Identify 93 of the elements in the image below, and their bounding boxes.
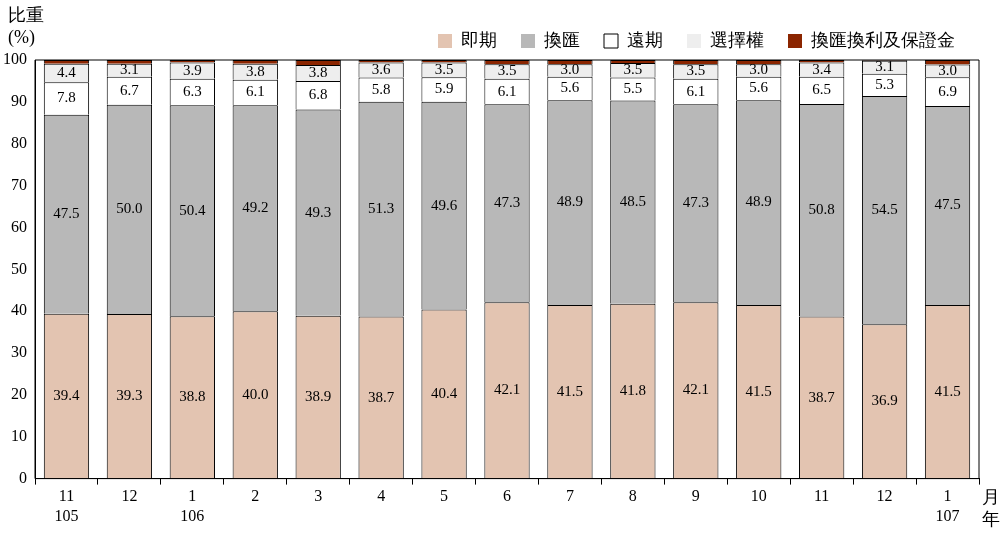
x-tick-label: 10: [750, 487, 767, 505]
x-tick-label: 3: [314, 487, 323, 505]
data-label: 47.3: [682, 194, 709, 211]
x-tick-label: 2: [251, 487, 260, 505]
data-label: 50.0: [116, 200, 143, 217]
y-tick-label: 60: [11, 217, 27, 235]
y-tick-label: 100: [3, 50, 27, 68]
data-label: 3.1: [875, 58, 894, 75]
data-label: 39.4: [53, 387, 81, 404]
legend-label: 遠期: [627, 29, 663, 50]
data-label: 3.0: [749, 61, 769, 78]
legend-label: 換匯換利及保證金: [811, 29, 955, 50]
data-label: 47.3: [493, 194, 521, 211]
data-label: 41.5: [745, 382, 772, 399]
data-label: 47.5: [53, 205, 80, 222]
data-label: 3.5: [434, 60, 454, 77]
data-label: 6.1: [497, 82, 517, 99]
data-label: 5.6: [749, 79, 769, 96]
data-label: 54.5: [871, 201, 898, 218]
y-tick-label: 40: [11, 301, 27, 319]
data-label: 3.9: [182, 61, 202, 78]
data-label: 4.4: [57, 63, 77, 80]
data-label: 3.6: [371, 60, 392, 77]
data-label: 6.1: [245, 83, 265, 100]
data-label: 3.5: [686, 62, 706, 79]
data-label: 50.8: [808, 201, 835, 218]
data-label: 6.7: [120, 81, 140, 98]
data-label: 49.6: [430, 196, 458, 213]
data-label: 5.5: [623, 80, 643, 97]
x-tick-label: 6: [503, 487, 511, 505]
data-label: 3.8: [308, 63, 328, 80]
data-label: 3.5: [497, 62, 517, 79]
x-tick-label: 11: [813, 487, 830, 505]
data-label: 5.6: [560, 79, 580, 96]
data-label: 42.1: [493, 381, 521, 398]
data-label: 41.5: [556, 382, 584, 399]
data-label: 7.8: [57, 89, 76, 106]
y-axis-title: 比重 (%): [8, 4, 44, 48]
data-label: 36.9: [871, 392, 898, 409]
data-label: 42.1: [682, 381, 709, 398]
data-label: 5.9: [434, 80, 454, 97]
data-label: 3.5: [623, 61, 643, 78]
x-tick-label: 1 106: [180, 487, 205, 524]
data-label: 50.4: [179, 201, 206, 218]
data-label: 3.1: [120, 61, 139, 78]
y-tick-label: 80: [11, 133, 27, 151]
data-label: 39.3: [116, 387, 143, 404]
x-tick-label: 5: [440, 487, 449, 505]
y-tick-label: 20: [11, 385, 27, 403]
x-tick-label: 11 105: [54, 487, 79, 524]
x-tick-label: 8: [628, 487, 637, 505]
legend-label: 即期: [461, 29, 497, 50]
data-label: 38.7: [368, 388, 395, 405]
data-label: 40.0: [242, 385, 269, 402]
y-tick-label: 90: [11, 92, 27, 110]
data-label: 6.8: [308, 86, 328, 103]
data-label: 51.3: [368, 200, 395, 217]
y-tick-label: 70: [11, 175, 27, 193]
x-tick-label: 7: [565, 487, 574, 505]
x-tick-label: 12: [121, 487, 138, 505]
legend-label: 換匯: [544, 29, 580, 50]
data-label: 38.7: [808, 388, 836, 405]
x-axis-title: 月年: [982, 487, 1000, 530]
data-label: 38.9: [305, 388, 332, 405]
legend-label: 選擇權: [710, 29, 764, 50]
data-label: 3.8: [245, 62, 265, 79]
x-tick-label: 9: [691, 487, 700, 505]
x-tick-label: 4: [377, 487, 386, 505]
data-label: 48.5: [619, 193, 646, 210]
data-label: 6.1: [686, 82, 706, 99]
data-label: 40.4: [430, 384, 458, 401]
data-label: 6.3: [182, 82, 202, 99]
data-label: 3.0: [938, 61, 957, 78]
data-label: 3.4: [812, 60, 832, 77]
data-label: 48.9: [556, 193, 584, 210]
data-label: 49.3: [305, 203, 332, 220]
data-label: 38.8: [179, 388, 206, 405]
data-label: 6.9: [938, 82, 957, 99]
y-tick-label: 50: [11, 259, 27, 277]
y-tick-label: 30: [11, 343, 27, 361]
x-tick-label: 12: [876, 487, 893, 505]
data-label: 49.2: [242, 199, 269, 216]
x-tick-label: 1 107: [935, 487, 960, 524]
data-label: 47.5: [934, 196, 961, 213]
data-label: 5.8: [371, 80, 391, 97]
y-tick-label: 10: [11, 426, 27, 444]
data-label: 41.5: [934, 382, 961, 399]
data-label: 6.5: [812, 81, 832, 98]
data-label: 48.9: [745, 193, 772, 210]
y-tick-label: 0: [19, 468, 27, 486]
data-label: 41.8: [619, 382, 646, 399]
data-label: 5.3: [875, 75, 894, 92]
data-label: 3.0: [560, 61, 580, 78]
